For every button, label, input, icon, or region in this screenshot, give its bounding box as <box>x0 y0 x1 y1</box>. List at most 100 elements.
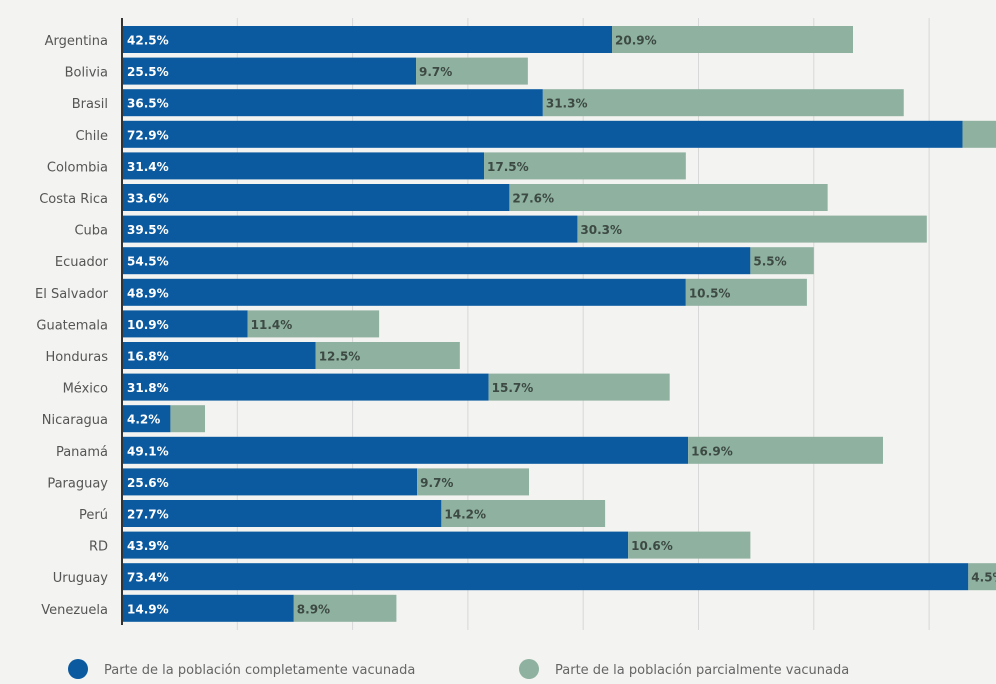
bar-completa <box>122 468 418 496</box>
legend-label-parcial: Parte de la población parcialmente vacun… <box>555 663 849 678</box>
category-label: Ecuador <box>55 255 109 270</box>
bar-parcial <box>488 373 670 401</box>
category-label: Nicaragua <box>42 413 108 428</box>
category-label: Perú <box>79 508 108 523</box>
category-label: Guatemala <box>36 318 108 333</box>
bar-completa <box>122 247 751 275</box>
bar-completa <box>122 594 294 622</box>
bar-parcial <box>612 26 854 53</box>
value-label-parcial: 9.7% <box>419 65 452 79</box>
value-label-parcial: 10.6% <box>631 539 673 553</box>
bar-completa <box>122 57 417 85</box>
value-label-completa: 31.4% <box>127 160 169 174</box>
value-label-completa: 4.2% <box>127 413 160 427</box>
bar-parcial <box>750 247 814 275</box>
value-label-completa: 43.9% <box>127 539 169 553</box>
value-label-parcial: 5.5% <box>753 255 786 269</box>
value-label-completa: 36.5% <box>127 97 169 111</box>
bar-completa <box>122 26 613 53</box>
value-label-parcial: 8.9% <box>297 602 330 616</box>
bar-parcial <box>628 531 751 559</box>
value-label-completa: 48.9% <box>127 286 169 300</box>
bar-parcial <box>968 563 996 591</box>
bar-completa <box>122 500 442 527</box>
value-label-parcial: 14.2% <box>444 508 486 522</box>
category-label: Cuba <box>74 224 108 239</box>
bar-parcial <box>441 500 606 527</box>
bar-completa <box>122 278 686 306</box>
value-label-completa: 25.6% <box>127 476 169 490</box>
bar-parcial <box>170 405 206 433</box>
value-label-completa: 49.1% <box>127 444 169 458</box>
value-label-parcial: 30.3% <box>580 223 622 237</box>
value-label-completa: 39.5% <box>127 223 169 237</box>
category-label: Honduras <box>45 350 108 365</box>
bar-completa <box>122 152 485 180</box>
value-label-completa: 10.9% <box>127 318 169 332</box>
bar-completa <box>122 184 510 211</box>
value-label-parcial: 4.5% <box>971 571 996 585</box>
bar-parcial <box>416 57 528 85</box>
bar-completa <box>122 310 248 338</box>
legend-swatch-completa <box>68 659 88 679</box>
bar-parcial <box>688 436 883 464</box>
category-label: México <box>63 382 108 397</box>
category-label: Uruguay <box>53 571 109 586</box>
bar-completa <box>122 120 963 148</box>
value-label-parcial: 10.5% <box>689 286 731 300</box>
bar-parcial <box>542 89 904 117</box>
category-label: Chile <box>75 129 108 144</box>
bar-parcial <box>962 120 996 148</box>
value-label-completa: 72.9% <box>127 128 169 142</box>
value-label-completa: 27.7% <box>127 508 169 522</box>
bar-completa <box>122 342 316 369</box>
category-label: RD <box>89 540 108 555</box>
bar-parcial <box>247 310 380 338</box>
bar-completa <box>122 215 578 243</box>
category-label: El Salvador <box>35 287 109 302</box>
bar-completa <box>122 563 969 591</box>
value-label-parcial: 20.9% <box>615 34 657 48</box>
value-labels: 42.5% 20.9% 25.5% 9.7% 36.5% 31.3% 72.9% 31.4% 1… <box>127 34 996 617</box>
bar-completa <box>122 373 489 401</box>
value-label-completa: 54.5% <box>127 255 169 269</box>
category-label: Paraguay <box>47 476 108 491</box>
value-label-completa: 16.8% <box>127 350 169 364</box>
bars <box>122 26 996 622</box>
value-label-parcial: 11.4% <box>251 318 293 332</box>
value-label-parcial: 15.7% <box>492 381 534 395</box>
category-label: Venezuela <box>41 603 108 618</box>
bar-parcial <box>577 215 927 243</box>
category-label: Argentina <box>45 34 108 49</box>
value-label-parcial: 17.5% <box>487 160 529 174</box>
category-label: Brasil <box>72 97 108 112</box>
value-label-completa: 42.5% <box>127 34 169 48</box>
category-label: Bolivia <box>65 66 108 81</box>
value-label-parcial: 27.6% <box>512 192 554 206</box>
bar-parcial <box>509 184 828 211</box>
bar-completa <box>122 531 629 559</box>
bar-completa <box>122 436 689 464</box>
value-label-completa: 33.6% <box>127 192 169 206</box>
grid-lines <box>236 18 930 630</box>
legend-swatch-parcial <box>519 659 539 679</box>
bar-parcial <box>293 594 397 622</box>
value-label-completa: 25.5% <box>127 65 169 79</box>
bar-parcial <box>315 342 460 369</box>
value-label-completa: 14.9% <box>127 602 169 616</box>
bar-parcial <box>417 468 530 496</box>
category-labels: Argentina Bolivia Brasil Chile Colombia Costa… <box>35 34 109 618</box>
category-label: Costa Rica <box>39 192 108 207</box>
value-label-parcial: 9.7% <box>420 476 453 490</box>
value-label-parcial: 16.9% <box>691 444 733 458</box>
value-label-parcial: 12.5% <box>319 350 361 364</box>
bar-completa <box>122 89 543 117</box>
value-label-parcial: 31.3% <box>546 97 588 111</box>
bar-completa <box>122 405 171 433</box>
category-label: Colombia <box>47 160 108 175</box>
category-label: Panamá <box>56 445 108 460</box>
legend-label-completa: Parte de la población completamente vacu… <box>104 663 415 678</box>
bar-parcial <box>484 152 686 180</box>
value-label-completa: 31.8% <box>127 381 169 395</box>
